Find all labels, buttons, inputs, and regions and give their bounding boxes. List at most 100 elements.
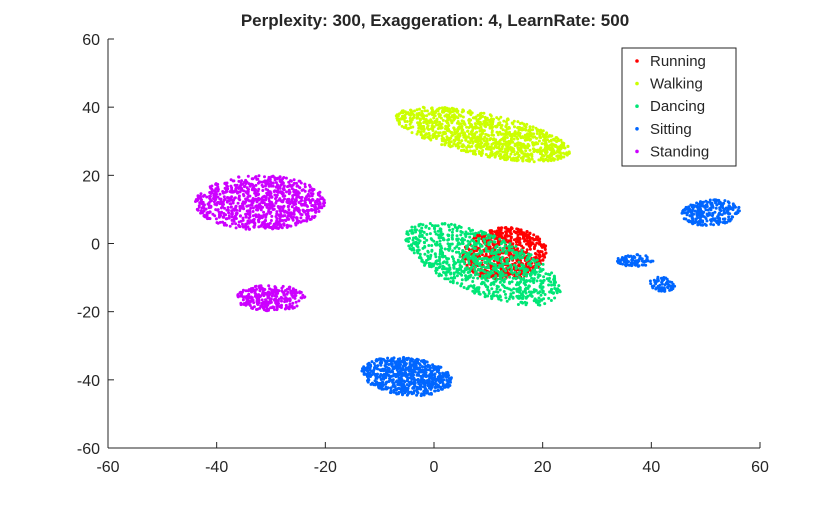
data-point bbox=[524, 149, 528, 153]
data-point bbox=[473, 122, 477, 126]
data-point bbox=[502, 267, 506, 271]
data-point bbox=[531, 236, 534, 240]
data-point bbox=[474, 231, 477, 235]
data-point bbox=[247, 292, 251, 296]
data-point bbox=[292, 181, 296, 185]
data-point bbox=[503, 286, 507, 290]
data-point bbox=[456, 242, 460, 246]
data-point bbox=[230, 188, 234, 191]
data-point bbox=[497, 154, 501, 158]
data-point bbox=[713, 217, 717, 221]
data-point bbox=[471, 125, 475, 129]
data-point bbox=[528, 125, 532, 129]
data-point bbox=[478, 242, 482, 246]
data-point bbox=[218, 192, 222, 196]
data-point bbox=[436, 243, 439, 247]
data-point bbox=[215, 221, 219, 225]
data-point bbox=[500, 123, 504, 127]
data-point bbox=[412, 385, 416, 389]
data-point bbox=[376, 358, 380, 362]
data-point bbox=[290, 205, 294, 209]
data-point bbox=[720, 202, 723, 206]
data-point bbox=[541, 262, 545, 266]
data-point bbox=[245, 209, 249, 213]
data-point bbox=[286, 184, 290, 188]
data-point bbox=[521, 159, 525, 163]
data-point bbox=[247, 227, 251, 231]
data-point bbox=[224, 190, 228, 194]
data-point bbox=[412, 251, 416, 255]
data-point bbox=[433, 381, 437, 385]
data-point bbox=[275, 193, 279, 197]
data-point bbox=[227, 211, 231, 215]
data-point bbox=[516, 120, 520, 124]
data-point bbox=[510, 148, 513, 152]
data-point bbox=[373, 379, 377, 383]
data-point bbox=[462, 131, 466, 135]
data-point bbox=[270, 214, 274, 218]
data-point bbox=[624, 255, 628, 258]
data-point bbox=[487, 258, 491, 262]
data-point bbox=[526, 152, 529, 156]
data-point bbox=[524, 296, 528, 300]
data-point bbox=[322, 200, 326, 204]
data-point bbox=[550, 288, 553, 291]
data-point bbox=[471, 232, 475, 236]
data-point bbox=[434, 137, 438, 140]
data-point bbox=[485, 236, 489, 240]
data-point bbox=[665, 280, 669, 284]
data-point bbox=[452, 138, 456, 142]
data-point bbox=[525, 274, 528, 278]
data-point bbox=[670, 280, 674, 284]
data-point bbox=[481, 131, 485, 135]
data-point bbox=[657, 289, 661, 293]
data-point bbox=[534, 142, 538, 146]
data-point bbox=[423, 368, 427, 372]
data-point bbox=[516, 137, 520, 141]
data-point bbox=[483, 115, 487, 119]
data-point bbox=[710, 205, 714, 209]
data-point bbox=[451, 281, 455, 285]
data-point bbox=[496, 255, 500, 259]
data-point bbox=[515, 159, 519, 163]
data-point bbox=[274, 215, 278, 218]
scatter-points bbox=[194, 105, 741, 398]
data-point bbox=[484, 273, 488, 277]
data-point bbox=[734, 205, 737, 209]
data-point bbox=[219, 200, 223, 204]
data-point bbox=[515, 227, 519, 231]
data-point bbox=[731, 208, 735, 212]
data-point bbox=[291, 196, 295, 200]
data-point bbox=[726, 208, 730, 212]
series-sitting bbox=[360, 198, 741, 398]
data-point bbox=[718, 208, 722, 212]
data-point bbox=[245, 197, 249, 201]
data-point bbox=[519, 280, 523, 284]
data-point bbox=[415, 116, 419, 120]
data-point bbox=[508, 275, 512, 279]
data-point bbox=[550, 283, 553, 287]
data-point bbox=[280, 303, 283, 307]
data-point bbox=[253, 291, 257, 295]
data-point bbox=[475, 258, 478, 262]
data-point bbox=[274, 197, 277, 201]
data-point bbox=[452, 262, 456, 266]
data-point bbox=[429, 263, 433, 267]
data-point bbox=[251, 214, 255, 218]
data-point bbox=[509, 137, 513, 141]
data-point bbox=[437, 379, 441, 383]
data-point bbox=[391, 366, 395, 370]
data-point bbox=[413, 109, 416, 113]
data-point bbox=[255, 299, 259, 302]
data-point bbox=[514, 230, 518, 234]
data-point bbox=[446, 127, 450, 131]
data-point bbox=[488, 145, 491, 149]
data-point bbox=[424, 224, 428, 228]
data-point bbox=[640, 257, 644, 261]
data-point bbox=[257, 225, 261, 229]
data-point bbox=[499, 260, 503, 264]
data-point bbox=[195, 198, 198, 202]
data-point bbox=[502, 136, 506, 140]
data-point bbox=[552, 143, 556, 147]
data-point bbox=[521, 155, 525, 159]
